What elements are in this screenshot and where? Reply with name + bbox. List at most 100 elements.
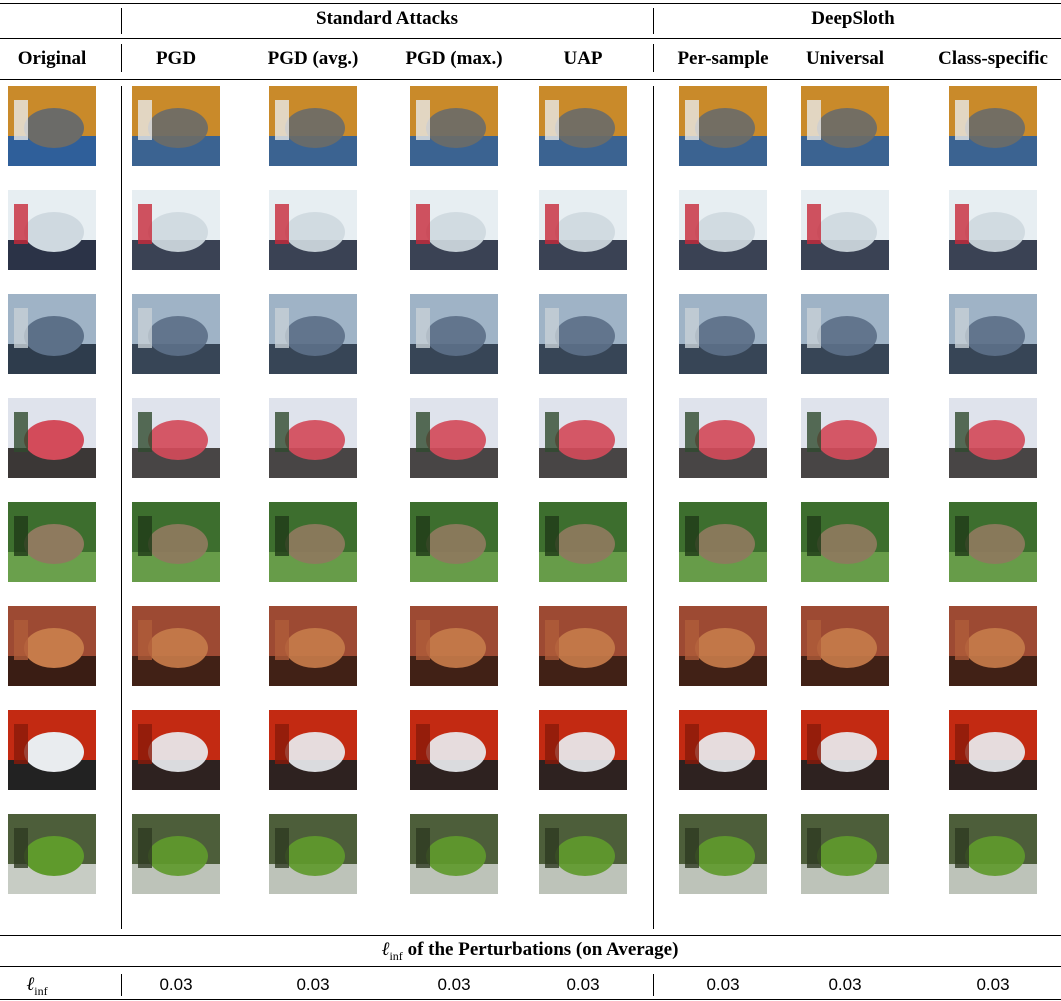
- thumbnail: [679, 294, 767, 374]
- thumbnail: [269, 190, 357, 270]
- thumbnail: [269, 86, 357, 166]
- thumbnail: [949, 86, 1037, 166]
- thumbnail: [801, 86, 889, 166]
- thumbnail: [410, 294, 498, 374]
- bottom-rule: [0, 999, 1061, 1000]
- thumbnail: [410, 814, 498, 894]
- thumbnail: [539, 606, 627, 686]
- thumbnail: [269, 502, 357, 582]
- thumbnail: [132, 814, 220, 894]
- subscript: inf: [389, 948, 403, 963]
- thumbnail: [269, 294, 357, 374]
- thumbnail: [801, 190, 889, 270]
- rule: [0, 38, 1061, 39]
- thumbnail: [8, 814, 96, 894]
- thumbnail: [949, 190, 1037, 270]
- thumbnail: [410, 86, 498, 166]
- thumbnail: [8, 294, 96, 374]
- value: 0.03: [566, 975, 600, 994]
- column-header: Class-specific: [938, 48, 1048, 69]
- separator: [121, 974, 122, 996]
- thumbnail: [8, 606, 96, 686]
- thumbnail: [539, 710, 627, 790]
- separator: [121, 86, 122, 929]
- thumbnail: [539, 294, 627, 374]
- thumbnail: [269, 606, 357, 686]
- separator: [653, 86, 654, 929]
- group-header: Standard Attacks: [316, 8, 458, 29]
- thumbnail: [410, 398, 498, 478]
- separator: [653, 974, 654, 996]
- thumbnail: [8, 502, 96, 582]
- thumbnail: [949, 294, 1037, 374]
- title: of the Perturbations (on Average): [407, 939, 679, 960]
- thumbnail: [8, 398, 96, 478]
- thumbnail: [539, 86, 627, 166]
- thumbnail: [801, 814, 889, 894]
- thumbnail: [949, 502, 1037, 582]
- thumbnail: [949, 606, 1037, 686]
- separator: [653, 8, 654, 34]
- group-header: DeepSloth: [811, 8, 895, 29]
- value: 0.03: [976, 975, 1010, 994]
- column-header: PGD (max.): [405, 48, 503, 69]
- thumbnail: [132, 294, 220, 374]
- thumbnail: [679, 190, 767, 270]
- thumbnail: [8, 86, 96, 166]
- thumbnail: [269, 710, 357, 790]
- thumbnail: [410, 190, 498, 270]
- value: 0.03: [296, 975, 330, 994]
- thumbnail: [539, 814, 627, 894]
- thumbnail: [679, 710, 767, 790]
- column-header: Original: [17, 48, 87, 69]
- thumbnail: [410, 502, 498, 582]
- thumbnail: [949, 398, 1037, 478]
- thumbnail: [410, 710, 498, 790]
- rule: [0, 935, 1061, 936]
- thumbnail: [539, 190, 627, 270]
- thumbnail: [949, 814, 1037, 894]
- top-rule: [0, 3, 1061, 4]
- symbol: ℓ: [381, 939, 390, 960]
- thumbnail: [679, 814, 767, 894]
- thumbnail: [269, 814, 357, 894]
- thumbnail: [132, 190, 220, 270]
- column-header: UAP: [563, 48, 603, 69]
- thumbnail: [679, 398, 767, 478]
- thumbnail: [539, 502, 627, 582]
- value: 0.03: [159, 975, 193, 994]
- thumbnail: [949, 710, 1037, 790]
- thumbnail: [539, 398, 627, 478]
- column-header: PGD (avg.): [267, 48, 359, 69]
- column-header: Per-sample: [677, 48, 769, 69]
- thumbnail: [801, 502, 889, 582]
- thumbnail: [801, 398, 889, 478]
- thumbnail: [8, 710, 96, 790]
- value: 0.03: [437, 975, 471, 994]
- value: 0.03: [706, 975, 740, 994]
- thumbnail: [679, 606, 767, 686]
- separator: [121, 44, 122, 72]
- separator: [653, 44, 654, 72]
- column-header: Universal: [805, 48, 885, 69]
- thumbnail: [132, 398, 220, 478]
- thumbnail: [801, 294, 889, 374]
- thumbnail: [132, 606, 220, 686]
- thumbnail: [410, 606, 498, 686]
- subscript: inf: [34, 983, 48, 998]
- thumbnail: [801, 606, 889, 686]
- rule: [0, 966, 1061, 967]
- rule: [0, 79, 1061, 80]
- thumbnail: [132, 502, 220, 582]
- separator: [121, 8, 122, 34]
- thumbnail: [8, 190, 96, 270]
- value: 0.03: [828, 975, 862, 994]
- symbol: ℓ: [26, 974, 35, 995]
- thumbnail: [269, 398, 357, 478]
- thumbnail: [132, 710, 220, 790]
- row-label: ℓinf: [26, 974, 47, 999]
- section-title: ℓinf of the Perturbations (on Average): [382, 939, 679, 964]
- thumbnail: [801, 710, 889, 790]
- thumbnail: [679, 86, 767, 166]
